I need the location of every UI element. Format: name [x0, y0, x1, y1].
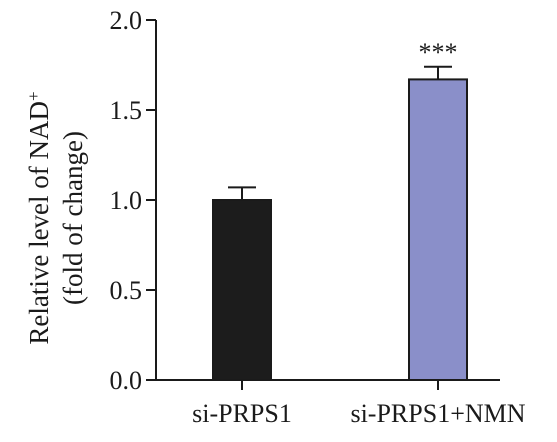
y-tick-label: 1.5: [110, 96, 143, 125]
y-axis-title-line1: Relative level of NAD: [24, 101, 54, 345]
bars: ***: [212, 38, 468, 382]
significance-label: ***: [419, 38, 458, 67]
y-tick-label: 1.0: [110, 186, 143, 215]
y-tick-label: 0.5: [110, 276, 143, 305]
y-axis-title-sup: +: [24, 91, 43, 101]
x-tick-label: si-PRPS1: [192, 399, 292, 428]
y-tick-label: 0.0: [110, 366, 143, 395]
svg-text:Relative level of NAD+: Relative level of NAD+: [24, 91, 55, 344]
bar: [212, 199, 272, 381]
x-axis: si-PRPS1 si-PRPS1+NMN: [156, 379, 526, 428]
y-axis: 0.0 0.5 1.0 1.5 2.0: [110, 6, 157, 395]
x-tick-label: si-PRPS1+NMN: [350, 399, 525, 428]
y-tick-label: 2.0: [110, 6, 143, 35]
bar: [408, 78, 468, 382]
y-axis-title-line2: (fold of change): [58, 131, 88, 305]
y-axis-title: Relative level of NAD+ (fold of change): [24, 91, 89, 344]
